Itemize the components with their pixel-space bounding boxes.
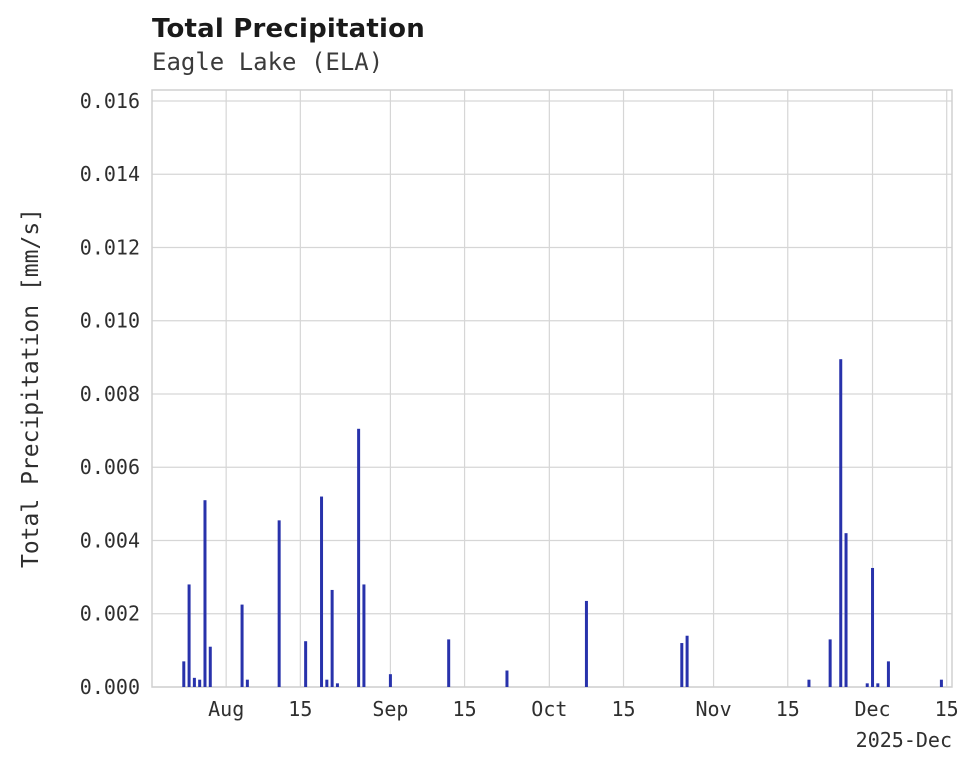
precipitation-bar <box>187 584 191 687</box>
x-tick-label: Aug <box>208 697 244 721</box>
precipitation-bar <box>325 679 329 687</box>
precipitation-bar <box>871 567 875 687</box>
y-tick-label: 0.008 <box>80 382 140 406</box>
x-tick-label: 15 <box>611 697 635 721</box>
y-tick-label: 0.012 <box>80 235 140 259</box>
x-tick-label: Nov <box>696 697 732 721</box>
precipitation-bar <box>357 428 361 687</box>
y-tick-label: 0.004 <box>80 528 140 552</box>
x-tick-label: 15 <box>453 697 477 721</box>
precipitation-bar <box>277 520 281 687</box>
precipitation-bar <box>584 600 588 687</box>
precipitation-bar <box>304 641 308 687</box>
precipitation-bar <box>505 670 509 687</box>
x-tick-label: Dec <box>854 697 890 721</box>
chart-subtitle: Eagle Lake (ELA) <box>152 48 384 76</box>
precipitation-bar <box>828 639 832 687</box>
x-tick-label: 15 <box>935 697 959 721</box>
precipitation-bar <box>807 679 811 687</box>
y-tick-label: 0.000 <box>80 675 140 699</box>
precipitation-bar <box>886 661 890 687</box>
y-tick-label: 0.002 <box>80 602 140 626</box>
precipitation-bar <box>865 683 869 687</box>
precipitation-bar <box>362 584 366 687</box>
y-tick-label: 0.014 <box>80 162 140 186</box>
precipitation-bar <box>844 533 848 687</box>
precipitation-bar <box>320 496 324 687</box>
x-tick-label: Sep <box>372 697 408 721</box>
precipitation-bar <box>330 589 334 687</box>
y-tick-label: 0.006 <box>80 455 140 479</box>
precipitation-bar <box>388 674 392 687</box>
precipitation-bar <box>245 679 249 687</box>
precipitation-bar <box>939 679 943 687</box>
precipitation-bar <box>203 500 207 687</box>
precipitation-bar <box>447 639 451 687</box>
y-tick-label: 0.010 <box>80 309 140 333</box>
precipitation-bar <box>680 643 684 687</box>
precipitation-bar <box>839 359 843 687</box>
x-tick-label: 15 <box>288 697 312 721</box>
precipitation-bar <box>198 679 202 687</box>
precipitation-bar <box>192 677 196 687</box>
x-axis-corner-label: 2025-Dec <box>856 728 952 752</box>
chart-title: Total Precipitation <box>152 14 425 44</box>
precipitation-bar <box>182 661 186 687</box>
x-tick-label: Oct <box>531 697 567 721</box>
y-tick-label: 0.016 <box>80 89 140 113</box>
precipitation-bar <box>208 646 212 687</box>
precipitation-bar <box>240 604 244 687</box>
precipitation-bar <box>685 635 689 687</box>
precipitation-bar <box>876 683 880 687</box>
precipitation-bar <box>335 683 339 687</box>
x-tick-label: 15 <box>776 697 800 721</box>
